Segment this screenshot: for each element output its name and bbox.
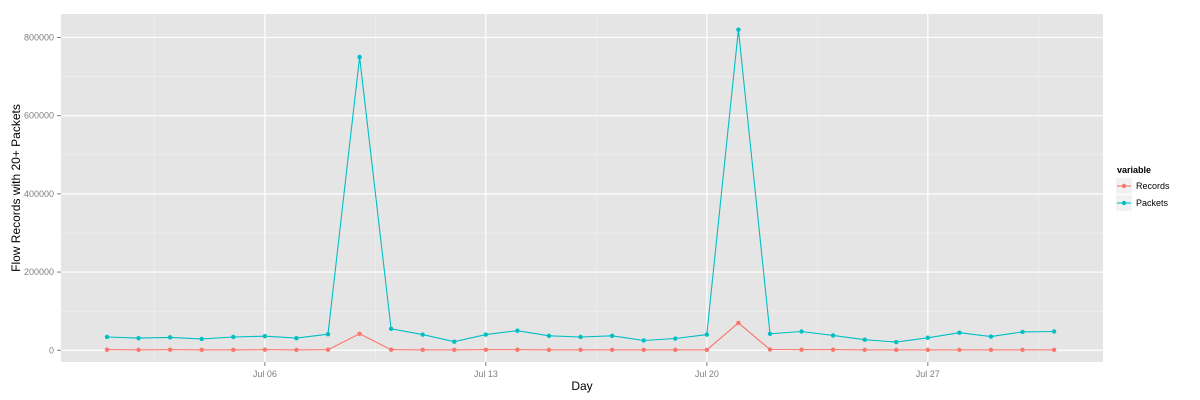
packets-point [231, 334, 236, 340]
records-point [483, 347, 489, 352]
records-point [578, 347, 583, 353]
packets-point [704, 332, 710, 337]
packets-point [515, 328, 520, 333]
packets-point [262, 333, 268, 339]
records-point [830, 347, 836, 352]
packets-point [357, 54, 362, 60]
packets-point [830, 333, 836, 338]
series-layer [104, 27, 1057, 353]
packets-point [104, 334, 110, 340]
packets-point [609, 333, 615, 339]
x-tick-label: Jul 13 [474, 369, 498, 379]
records-point [894, 347, 899, 353]
records-point [104, 347, 110, 352]
records-point [199, 347, 204, 353]
packets-point [199, 336, 204, 342]
packets-point [483, 332, 489, 337]
packets-point [641, 338, 646, 343]
records-point [231, 347, 236, 353]
plot-panel [61, 14, 1103, 362]
records-point [704, 347, 710, 353]
legend: variable Records Packets [1116, 165, 1170, 211]
legend-point-packets [1121, 200, 1127, 206]
records-point [515, 347, 520, 352]
records-point [420, 347, 425, 353]
y-tick-label: 600000 [24, 111, 54, 121]
records-point [167, 347, 173, 352]
packets-point [673, 336, 678, 341]
records-point [136, 347, 141, 353]
y-axis: 0 200000 400000 600000 800000 [24, 32, 61, 355]
records-point [799, 347, 804, 352]
records-point [609, 347, 615, 353]
packets-point [736, 27, 741, 32]
records-point [357, 331, 362, 337]
packets-point [578, 334, 583, 340]
packets-point [294, 335, 299, 341]
records-point [673, 347, 678, 353]
packets-point [894, 339, 899, 345]
records-point [294, 347, 299, 353]
packets-point [452, 339, 457, 344]
y-axis-title: Flow Records with 20+ Packets [9, 104, 23, 272]
y-tick-label: 0 [49, 345, 54, 355]
records-point [262, 347, 268, 352]
packets-point [420, 332, 425, 337]
x-axis: Jul 06 Jul 13 Jul 20 Jul 27 [253, 362, 940, 379]
records-point [736, 320, 741, 326]
records-point [862, 347, 867, 353]
legend-label-packets: Packets [1136, 198, 1169, 208]
packets-point [1020, 329, 1025, 335]
packets-point [799, 329, 804, 334]
legend-point-records [1121, 183, 1127, 189]
packets-point [925, 335, 931, 340]
records-point [641, 347, 646, 353]
packets-point [957, 330, 962, 335]
packets-point [767, 331, 773, 337]
packets-point [546, 333, 552, 339]
x-tick-label: Jul 06 [253, 369, 277, 379]
x-axis-title: Day [571, 379, 592, 393]
x-tick-label: Jul 20 [695, 369, 719, 379]
records-point [925, 347, 931, 353]
legend-title: variable [1117, 165, 1151, 175]
records-point [325, 347, 331, 352]
records-point [1020, 347, 1025, 353]
legend-label-records: Records [1136, 181, 1170, 191]
packets-point [167, 335, 173, 340]
packets-point [325, 332, 331, 337]
records-point [988, 347, 994, 353]
records-point [388, 347, 394, 352]
records-point [1051, 347, 1057, 353]
packets-point [988, 334, 994, 339]
y-tick-label: 200000 [24, 267, 54, 277]
records-point [452, 347, 457, 353]
y-tick-label: 800000 [24, 32, 54, 42]
packets-point [388, 326, 394, 331]
packets-point [862, 337, 867, 342]
packets-point [1051, 329, 1057, 334]
x-tick-label: Jul 27 [916, 369, 940, 379]
records-point [546, 347, 552, 353]
y-tick-label: 400000 [24, 189, 54, 199]
records-point [957, 347, 962, 353]
minor-gridlines [61, 14, 1103, 362]
records-point [767, 347, 773, 352]
packets-point [136, 335, 141, 341]
